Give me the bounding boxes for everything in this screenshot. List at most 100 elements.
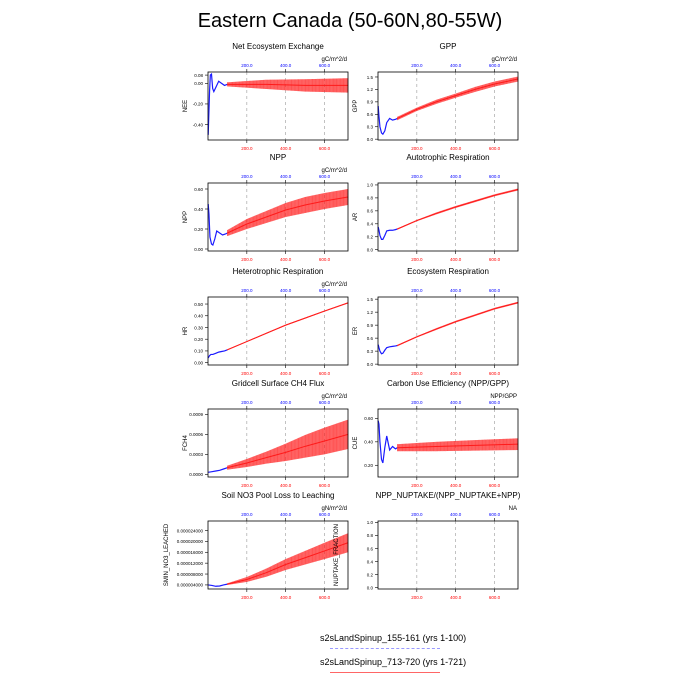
- x-tick-label-bottom: 600.0: [319, 146, 331, 151]
- x-tick-label-bottom: 400.0: [280, 371, 292, 376]
- series-line: [207, 203, 228, 246]
- panel-title: Net Ecosystem Exchange: [232, 42, 324, 51]
- x-tick-label-top: 400.0: [280, 288, 292, 293]
- plot-frame: [207, 408, 349, 478]
- x-tick-label-bottom: 600.0: [489, 257, 501, 262]
- y-axis-label: ER: [353, 326, 359, 335]
- series-line: [377, 226, 398, 240]
- y-tick-label: 0.6: [367, 209, 374, 214]
- series-line: [397, 443, 519, 449]
- x-tick-label-bottom: 600.0: [319, 595, 331, 600]
- series-line: [377, 344, 398, 355]
- chart-panel: Net Ecosystem Exchange gC/m^2/d NEE 0.08 0.0…: [183, 42, 349, 151]
- plot-frame: [377, 182, 519, 252]
- chart-panel: Heterotrophic Respiration gC/m^2/d HR 0.00 0…: [183, 267, 349, 376]
- x-tick-label-bottom: 200.0: [241, 371, 253, 376]
- y-tick-label: 0.60: [194, 187, 203, 192]
- y-axis-label: AR: [353, 212, 359, 221]
- x-tick-label-bottom: 600.0: [319, 371, 331, 376]
- y-axis-label: NUPTAKE_FRACTION: [334, 524, 340, 586]
- series-line: [227, 83, 348, 86]
- y-tick-label: 0.30: [194, 325, 203, 330]
- panel-title: GPP: [440, 42, 457, 51]
- y-tick-label: 0.4: [367, 559, 374, 564]
- legend-line-solid: [330, 672, 440, 673]
- x-tick-label-top: 600.0: [489, 400, 501, 405]
- y-axis-label: NPP: [183, 211, 189, 223]
- y-tick-label: 0.0003: [189, 452, 203, 457]
- x-tick-label-bottom: 600.0: [489, 371, 501, 376]
- legend-label: s2sLandSpinup_155-161 (yrs 1-100): [320, 633, 467, 643]
- panel-title: NPP: [270, 153, 286, 162]
- panel-units: gC/m^2/d: [322, 394, 348, 400]
- y-tick-label: 0.9: [367, 100, 374, 105]
- plot-frame: [377, 71, 519, 141]
- y-tick-label: 0.20: [364, 463, 373, 468]
- y-tick-label: 0.000020000: [177, 539, 204, 544]
- x-tick-label-bottom: 400.0: [450, 483, 462, 488]
- page-title: Eastern Canada (50-60N,80-55W): [197, 10, 503, 32]
- x-tick-label-bottom: 200.0: [411, 595, 423, 600]
- y-tick-label: -0.20: [193, 102, 204, 107]
- series-line: [208, 467, 228, 473]
- legend-label: s2sLandSpinup_713-720 (yrs 1-721): [320, 657, 467, 667]
- chart-panel: NPP gC/m^2/d NPP 0.00 0.20 0.40 0.60 200.0 400.0…: [183, 153, 349, 262]
- x-tick-label-top: 600.0: [489, 174, 501, 179]
- plot-frame: [207, 520, 349, 590]
- series-line: [207, 349, 228, 359]
- x-tick-label-bottom: 200.0: [241, 146, 253, 151]
- panel-units: gC/m^2/d: [322, 168, 348, 174]
- x-tick-label-bottom: 400.0: [280, 146, 292, 151]
- y-tick-label: 0.00: [194, 247, 203, 252]
- panel-units: gN/m^2/d: [322, 506, 348, 512]
- panel-units: gC/m^2/d: [322, 57, 348, 63]
- panel-units: gC/m^2/d: [322, 282, 348, 288]
- y-axis-label: GPP: [353, 100, 359, 113]
- y-tick-label: 0.0: [367, 137, 374, 142]
- panel-title: Soil NO3 Pool Loss to Leaching: [222, 491, 335, 500]
- y-axis-label: CUE: [353, 437, 359, 450]
- y-tick-label: 0.00: [194, 81, 203, 86]
- y-tick-label: 0.6: [367, 546, 374, 551]
- series-line: [227, 196, 349, 234]
- y-tick-label: -0.40: [193, 122, 204, 127]
- panel-units: NA: [509, 506, 517, 512]
- plot-frame: [207, 71, 349, 141]
- y-tick-label: 0.10: [194, 349, 203, 354]
- y-tick-label: 0.40: [364, 440, 373, 445]
- x-tick-label-bottom: 400.0: [450, 257, 462, 262]
- x-tick-label-bottom: 200.0: [241, 483, 253, 488]
- x-tick-label-top: 400.0: [450, 63, 462, 68]
- series-band: [227, 533, 349, 585]
- x-tick-label-top: 200.0: [411, 400, 423, 405]
- x-tick-label-top: 600.0: [489, 512, 501, 517]
- legend-line-dashed: [330, 648, 440, 649]
- y-tick-label: 0.9: [367, 323, 374, 328]
- x-tick-label-bottom: 400.0: [450, 146, 462, 151]
- x-tick-label-bottom: 600.0: [489, 146, 501, 151]
- y-tick-label: 0.6: [367, 336, 374, 341]
- chart-panel: Gridcell Surface CH4 FluxgC/m^2/dFCH40.0…: [183, 379, 349, 488]
- x-tick-label-top: 400.0: [450, 288, 462, 293]
- y-tick-label: 0.000016000: [177, 550, 204, 555]
- panel-units: gC/m^2/d: [492, 57, 518, 63]
- x-tick-label-bottom: 600.0: [319, 483, 331, 488]
- x-tick-label-bottom: 400.0: [280, 483, 292, 488]
- series-line: [227, 542, 349, 585]
- x-tick-label-top: 600.0: [319, 174, 331, 179]
- series-line: [208, 583, 228, 587]
- legend-entry: s2sLandSpinup_713-720 (yrs 1-721): [300, 654, 480, 678]
- panel-title: Carbon Use Efficiency (NPP/GPP): [387, 379, 509, 388]
- x-tick-label-top: 200.0: [411, 174, 423, 179]
- series-band: [227, 189, 349, 236]
- y-tick-label: 0.00: [194, 360, 203, 365]
- y-tick-label: 0.0: [367, 248, 374, 253]
- panel-title: Autotrophic Respiration: [406, 153, 489, 162]
- x-tick-label-bottom: 200.0: [411, 371, 423, 376]
- x-tick-label-bottom: 600.0: [489, 483, 501, 488]
- y-axis-label: FCH4: [183, 435, 189, 451]
- y-tick-label: 0.08: [194, 73, 203, 78]
- plot-frame: [377, 520, 519, 590]
- chart-panel: Ecosystem Respiration ER 0.0 0.3 0.6 0.9 1.2 1.…: [353, 267, 519, 376]
- series-line: [377, 105, 398, 136]
